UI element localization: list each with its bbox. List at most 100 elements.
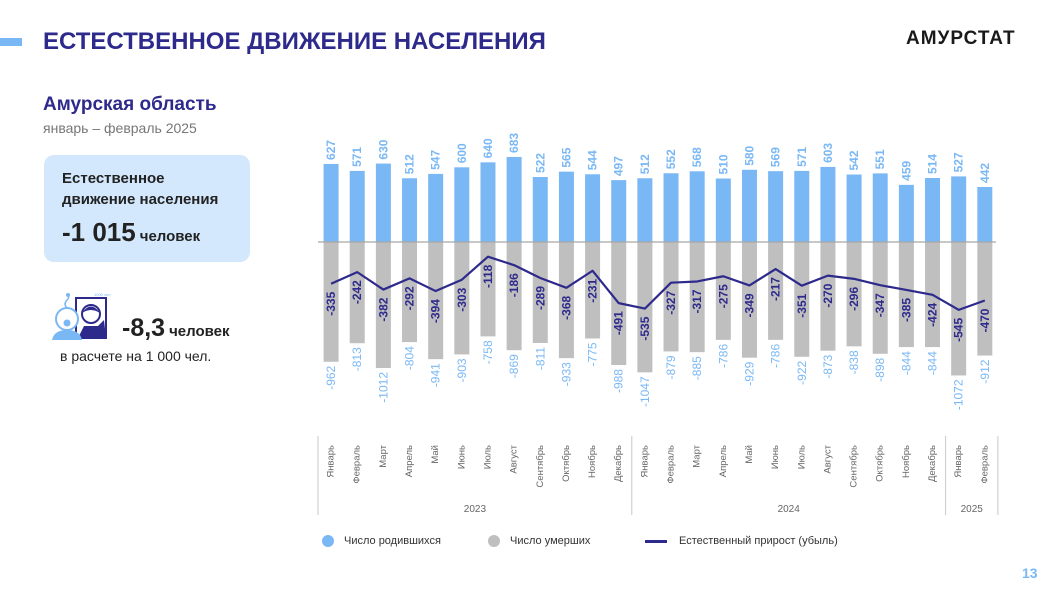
accent-bar [0, 38, 22, 46]
deaths-data-label: -929 [742, 361, 756, 385]
births-bar [402, 178, 418, 242]
natural-growth-data-label: -118 [481, 264, 495, 288]
natural-growth-data-label: -292 [403, 286, 417, 310]
month-tick-label: Март [692, 444, 703, 467]
deaths-data-label: -1012 [376, 372, 390, 403]
deaths-bar [689, 242, 705, 353]
births-bar [611, 180, 627, 242]
month-tick-label: Декабрь [927, 445, 938, 482]
region-name: Амурская область [43, 94, 217, 115]
deaths-data-label: -813 [350, 347, 364, 371]
legend-births: Число родившихся [322, 535, 441, 547]
deaths-bar [454, 242, 470, 355]
natural-growth-data-label: -470 [978, 308, 992, 332]
births-data-label: 552 [664, 149, 678, 169]
births-bar [637, 178, 653, 242]
legend-natural-growth-label: Естественный прирост (убыль) [679, 535, 838, 547]
births-bar [846, 174, 862, 242]
page-title: ЕСТЕСТВЕННОЕ ДВИЖЕНИЕ НАСЕЛЕНИЯ [43, 28, 546, 55]
births-bar [872, 173, 888, 242]
births-data-label: 442 [978, 163, 992, 183]
births-data-label: 627 [324, 140, 338, 160]
births-bar [480, 162, 496, 242]
natural-growth-data-label: -275 [716, 284, 730, 308]
deaths-bar [558, 242, 574, 359]
natural-growth-line [330, 255, 986, 311]
births-data-label: 522 [533, 153, 547, 173]
births-data-label: 547 [429, 150, 443, 170]
rate-note: в расчете на 1 000 чел. [60, 348, 212, 364]
births-data-label: 683 [507, 133, 521, 153]
deaths-bar [715, 242, 731, 340]
births-bar [506, 156, 522, 242]
month-tick-label: Март [378, 444, 389, 467]
deaths-data-label: -879 [664, 355, 678, 379]
deaths-data-label: -838 [847, 350, 861, 374]
legend-births-marker [322, 535, 334, 547]
births-data-label: 514 [926, 154, 940, 174]
natural-growth-data-label: -347 [873, 293, 887, 317]
natural-growth-data-label: -385 [899, 298, 913, 322]
deaths-data-label: -988 [612, 369, 626, 393]
natural-growth-data-label: -535 [638, 316, 652, 340]
natural-growth-data-label: -424 [926, 302, 940, 326]
icon-caption: 1000 чел. [94, 292, 112, 297]
births-data-label: 510 [716, 154, 730, 174]
deaths-bar [768, 242, 784, 340]
births-bar [715, 178, 731, 242]
month-tick-label: Август [509, 444, 520, 473]
deaths-bar [506, 242, 522, 351]
natural-growth-data-label: -289 [533, 286, 547, 310]
month-tick-label: Февраль [666, 445, 677, 484]
deaths-data-label: -869 [507, 354, 521, 378]
summary-card-label: Естественное движение населения [62, 170, 219, 208]
month-tick-label: Январь [639, 445, 650, 478]
deaths-bar [898, 242, 914, 348]
month-tick-label: Ноябрь [901, 445, 912, 478]
deaths-data-label: -844 [926, 351, 940, 375]
deaths-bar [820, 242, 836, 351]
deaths-bar [741, 242, 757, 358]
month-tick-label: Январь [953, 445, 964, 478]
deaths-bar [872, 242, 888, 354]
summary-card-value-row: -1 015 человек [62, 217, 200, 248]
deaths-data-label: -873 [821, 354, 835, 378]
legend-births-label: Число родившихся [344, 535, 441, 547]
births-bar [663, 173, 679, 242]
month-tick-label: Май [744, 445, 755, 464]
births-data-label: 459 [899, 161, 913, 181]
deaths-bar [428, 242, 444, 360]
natural-growth-data-label: -217 [769, 277, 783, 301]
natural-growth-data-label: -382 [376, 297, 390, 321]
births-bar [977, 186, 993, 242]
brand-logo: АМУРСТАТ [906, 28, 1016, 49]
page-number: 13 [1022, 565, 1038, 581]
natural-growth-data-label: -317 [690, 289, 704, 313]
legend-natural-growth-marker [645, 539, 667, 543]
births-bar [768, 171, 784, 242]
deaths-bar [375, 242, 391, 368]
natural-growth-data-label: -231 [586, 278, 600, 302]
births-data-label: 497 [612, 156, 626, 176]
deaths-bar [585, 242, 601, 339]
births-data-label: 565 [559, 147, 573, 167]
births-bar [428, 173, 444, 242]
births-bar [585, 174, 601, 242]
month-tick-label: Сентябрь [535, 445, 546, 488]
month-tick-label: Ноябрь [587, 445, 598, 478]
deaths-data-label: -885 [690, 356, 704, 380]
deaths-data-label: -786 [716, 344, 730, 368]
year-label: 2025 [961, 504, 984, 515]
month-tick-label: Май [430, 445, 441, 464]
deaths-data-label: -1047 [638, 376, 652, 407]
births-bar [794, 170, 810, 242]
deaths-data-label: -933 [559, 362, 573, 386]
deaths-data-label: -804 [403, 346, 417, 370]
births-bar [454, 167, 470, 242]
deaths-bar [977, 242, 993, 356]
births-bar [820, 166, 836, 242]
month-tick-label: Апрель [404, 445, 415, 477]
month-tick-label: Декабрь [613, 445, 624, 482]
deaths-bar [349, 242, 365, 344]
births-data-label: 527 [952, 152, 966, 172]
